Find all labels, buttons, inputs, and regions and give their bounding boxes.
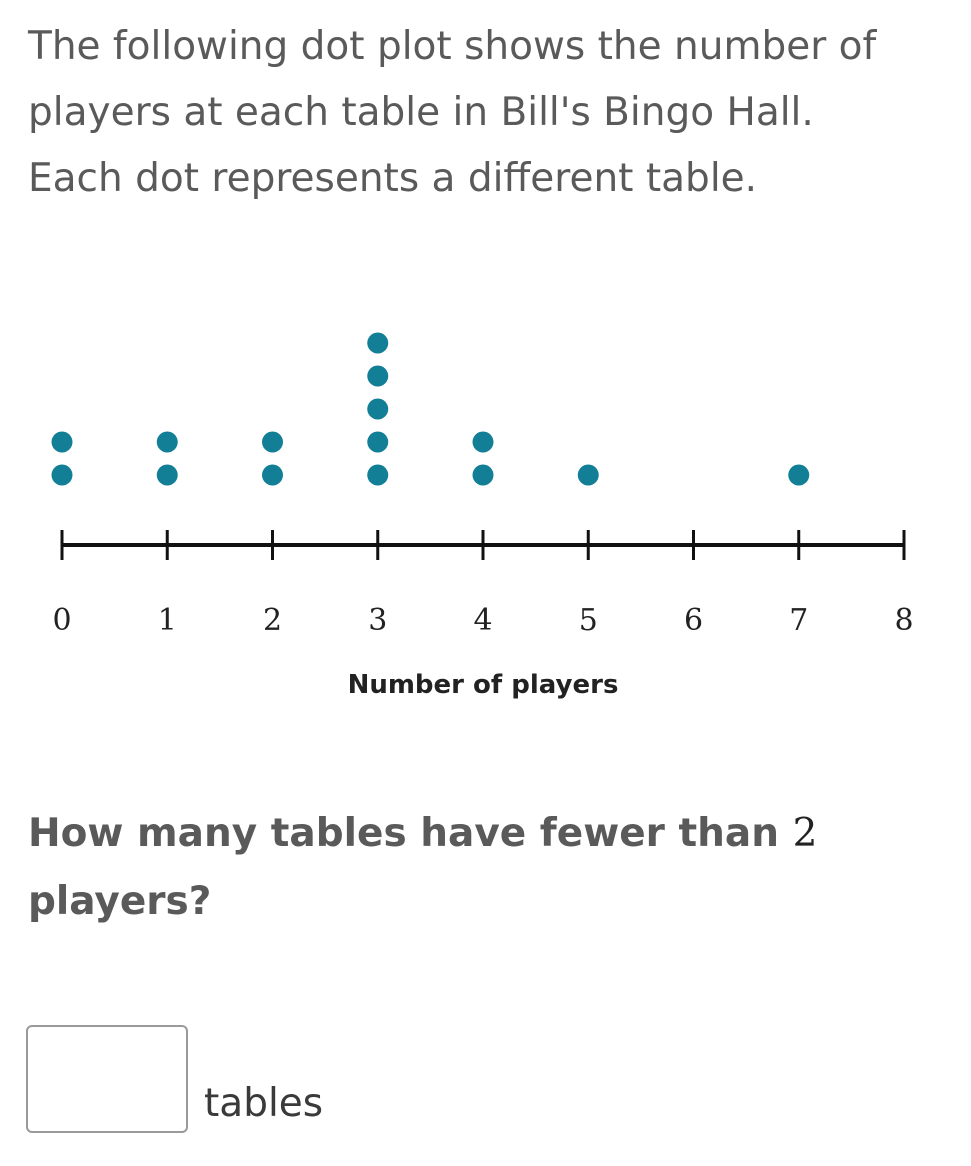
data-dot: [367, 365, 389, 387]
data-dot: [367, 398, 389, 420]
question-text: How many tables have fewer than 2 player…: [28, 800, 948, 936]
tick-label: 5: [579, 603, 598, 638]
answer-input[interactable]: [26, 1025, 188, 1133]
data-dot: [472, 464, 494, 486]
data-dot: [156, 431, 178, 453]
intro-line-1: The following dot plot shows the number …: [28, 24, 877, 69]
intro-line-3: Each dot represents a different table.: [28, 156, 758, 201]
data-dot: [367, 431, 389, 453]
data-dot: [577, 464, 599, 486]
axis-tick-labels: 0 1 2 3 4 5 6 7 8: [52, 603, 913, 638]
tick-label: 0: [52, 603, 71, 638]
data-dot: [262, 464, 283, 486]
tick-label: 1: [158, 603, 177, 638]
answer-unit-label: tables: [204, 1080, 324, 1126]
tick-label: 7: [789, 603, 808, 638]
answer-row: tables: [26, 1025, 323, 1133]
axis-ticks: [60, 530, 906, 560]
question-text-after: players?: [28, 879, 212, 924]
tick-label: 6: [684, 603, 703, 638]
question-text-before: How many tables have fewer than: [28, 811, 779, 856]
data-dot: [51, 431, 73, 453]
question-number: 2: [792, 811, 818, 856]
tick-label: 4: [473, 603, 492, 638]
data-dot: [472, 431, 494, 453]
intro-line-2: players at each table in Bill's Bingo Ha…: [28, 90, 814, 135]
data-dot: [262, 431, 283, 453]
data-dot: [156, 464, 178, 486]
dot-plot: 0 1 2 3 4 5 6 7 8 Number of players: [51, 332, 914, 700]
tick-label: 8: [894, 603, 913, 638]
x-axis-label: Number of players: [348, 670, 619, 700]
dots: [51, 332, 810, 486]
data-dot: [788, 464, 810, 486]
data-dot: [367, 332, 389, 354]
data-dot: [51, 464, 73, 486]
data-dot: [367, 464, 389, 486]
tick-label: 3: [368, 603, 387, 638]
intro-text: The following dot plot shows the number …: [28, 14, 958, 212]
tick-label: 2: [263, 603, 282, 638]
